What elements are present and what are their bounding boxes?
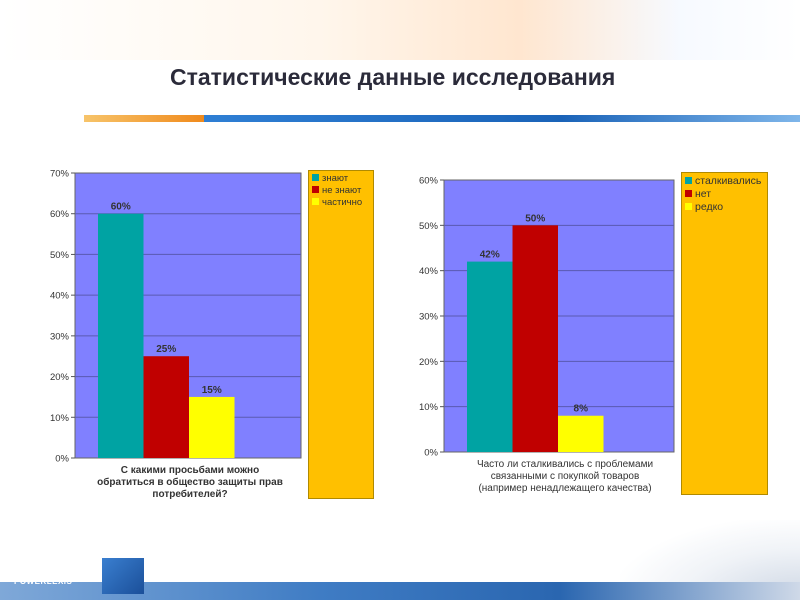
legend-label: нет xyxy=(695,188,712,200)
title-underline xyxy=(84,115,800,122)
legend-swatch xyxy=(312,174,319,181)
data-label: 42% xyxy=(480,250,500,261)
title-underline-orange xyxy=(84,115,204,122)
legend-item-dont-know: не знают xyxy=(312,185,361,196)
page-title: Статистические данные исследования xyxy=(170,64,616,90)
footer-square xyxy=(102,558,144,594)
x-axis-label: потребителей? xyxy=(152,488,227,500)
data-label: 50% xyxy=(525,213,545,224)
bar xyxy=(98,213,144,458)
legend-swatch xyxy=(685,203,692,210)
y-tick-label: 30% xyxy=(419,312,439,323)
legend-label: не знают xyxy=(322,185,362,196)
legend-item-partially: частично xyxy=(312,197,362,208)
y-tick-label: 60% xyxy=(50,209,70,220)
bar xyxy=(558,415,604,452)
brand-name: POWERLEXIS xyxy=(14,577,73,586)
y-tick-label: 0% xyxy=(55,454,69,465)
plot-area xyxy=(443,179,675,453)
title-underline-blue xyxy=(204,115,800,122)
y-tick-label: 10% xyxy=(419,402,439,413)
legend-label: частично xyxy=(322,197,363,208)
legend-swatch xyxy=(312,198,319,205)
header-decoration xyxy=(0,0,800,60)
legend-item-encountered: сталкивались xyxy=(685,175,761,187)
legend-item-no: нет xyxy=(685,188,711,200)
legend-swatch xyxy=(685,177,692,184)
x-axis-label: обратиться в общество защиты прав xyxy=(97,476,283,488)
x-axis-label: (например ненадлежащего качества) xyxy=(478,483,651,494)
bar xyxy=(189,396,235,458)
legend-item-rarely: редко xyxy=(685,201,723,213)
y-tick-label: 30% xyxy=(50,331,70,342)
legend-swatch xyxy=(685,190,692,197)
logo-mark-icon xyxy=(34,553,60,575)
bar xyxy=(467,261,513,452)
y-tick-label: 40% xyxy=(50,291,70,302)
y-tick-label: 20% xyxy=(50,372,70,383)
bar xyxy=(143,356,189,458)
footer-bar xyxy=(0,582,800,600)
bar xyxy=(512,225,558,452)
legend-item-know: знают xyxy=(312,173,348,184)
y-tick-label: 40% xyxy=(419,266,439,277)
data-label: 8% xyxy=(574,404,589,415)
chart-2-legend: сталкивались нет редко xyxy=(681,172,768,495)
y-tick-label: 0% xyxy=(424,448,438,459)
x-axis-label: С какими просьбами можно xyxy=(121,464,259,476)
legend-swatch xyxy=(312,186,319,193)
y-tick-label: 70% xyxy=(50,169,70,180)
chart-1-legend: знают не знают частично xyxy=(308,170,374,499)
y-tick-label: 50% xyxy=(50,250,70,261)
legend-label: редко xyxy=(695,201,724,213)
y-tick-label: 60% xyxy=(419,176,439,187)
legend-label: сталкивались xyxy=(695,175,762,187)
plot-area xyxy=(74,172,302,459)
data-label: 15% xyxy=(202,385,222,396)
brand-logo: POWERLEXIS xyxy=(14,551,74,591)
data-label: 25% xyxy=(156,344,176,355)
y-tick-label: 50% xyxy=(419,221,439,232)
data-label: 60% xyxy=(111,202,131,213)
x-axis-label: Часто ли сталкивались с проблемами xyxy=(477,458,653,470)
x-axis-label: связанными с покупкой товаров xyxy=(491,471,640,482)
legend-label: знают xyxy=(322,173,349,184)
y-tick-label: 10% xyxy=(50,413,70,424)
y-tick-label: 20% xyxy=(419,357,439,368)
